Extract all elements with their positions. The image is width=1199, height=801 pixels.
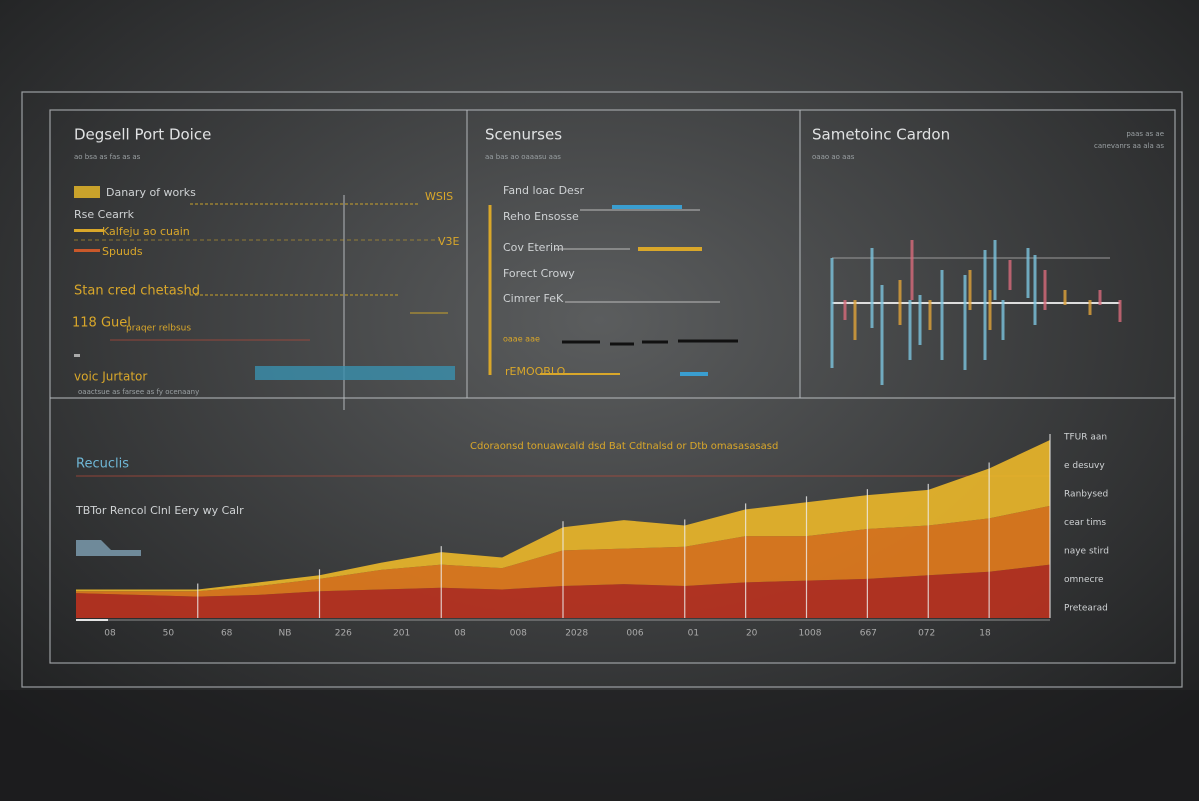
label: Cov Eterim <box>503 241 564 254</box>
x-label: 201 <box>393 629 410 639</box>
x-label: 667 <box>860 629 877 639</box>
x-label: 01 <box>688 629 699 639</box>
label: praqer relbsus <box>126 324 191 334</box>
panel-subtitle: oaao ao aas <box>812 153 855 161</box>
label: Danary of works <box>106 186 196 199</box>
label: Fand loac Desr <box>503 184 585 197</box>
area <box>76 440 1050 592</box>
dash-line <box>562 339 738 346</box>
label: 118 Guel <box>72 316 131 331</box>
x-label: 50 <box>163 629 175 639</box>
legend-label: cear tims <box>1064 518 1106 528</box>
bar <box>74 354 80 357</box>
x-label: 08 <box>454 629 466 639</box>
x-label: 08 <box>104 629 116 639</box>
bar <box>74 249 100 252</box>
x-label: 008 <box>510 629 527 639</box>
bar-strip <box>255 366 455 380</box>
shape <box>76 540 141 556</box>
panel-title: Scenurses <box>485 126 562 144</box>
legend-label: omnecre <box>1064 575 1104 585</box>
floor-shadow <box>0 690 1199 801</box>
bar <box>74 229 104 232</box>
label: Cimrer FeK <box>503 292 564 305</box>
area-chart <box>76 434 1051 618</box>
x-label: NB <box>279 629 292 639</box>
legend-label: e desuvy <box>1064 461 1105 471</box>
chart-title: Cdoraonsd tonuawcald dsd Bat Cdtnalsd or… <box>470 441 778 452</box>
frame <box>21 91 1183 688</box>
inner-frame <box>49 109 1176 664</box>
swatch <box>74 186 100 198</box>
label: rEMOOBLO <box>505 365 566 378</box>
x-label: 18 <box>979 629 991 639</box>
legend-label: Ranbysed <box>1064 490 1108 500</box>
label: Forect Crowy <box>503 267 575 280</box>
x-label: 1008 <box>799 629 822 639</box>
label: Kalfeju ao cuain <box>102 225 190 238</box>
decor-bars <box>830 240 1122 385</box>
x-label: 072 <box>918 629 935 639</box>
panel-title: Sametoinc Cardon <box>812 126 950 144</box>
x-label: 2028 <box>565 629 588 639</box>
label: V3E <box>438 235 460 248</box>
panel-title: Degsell Port Doice <box>74 126 211 144</box>
label: canevanrs aa ala as <box>1094 142 1164 150</box>
legend-label: Pretearad <box>1064 604 1108 614</box>
bar <box>612 205 682 209</box>
x-label: 006 <box>626 629 643 639</box>
legend-label: TFUR aan <box>1063 433 1107 443</box>
label: oaae aae <box>503 335 540 344</box>
label: paas as ae <box>1126 130 1164 138</box>
panel-subtitle: aa bas ao oaaasu aas <box>485 153 561 161</box>
panel-title: Recuclis <box>76 457 129 472</box>
bar <box>680 372 708 376</box>
label: oaactsue as farsee as fy ocenaany <box>78 388 199 396</box>
label: Spuuds <box>102 245 143 258</box>
label: Rse Cearrk <box>74 208 135 221</box>
legend-label: naye stird <box>1064 547 1109 557</box>
panel-subtitle: ao bsa as fas as as <box>74 153 141 161</box>
label: Stan cred chetashd <box>74 284 200 299</box>
x-label: 226 <box>335 629 352 639</box>
panel-subtitle: TBTor Rencol Clnl Eery wy Calr <box>75 504 244 517</box>
label: voic Jurtator <box>74 370 147 384</box>
bar <box>638 247 702 251</box>
label: WSIS <box>425 190 453 203</box>
label: Reho Ensosse <box>503 210 579 223</box>
x-label: 20 <box>746 629 758 639</box>
x-label: 68 <box>221 629 233 639</box>
